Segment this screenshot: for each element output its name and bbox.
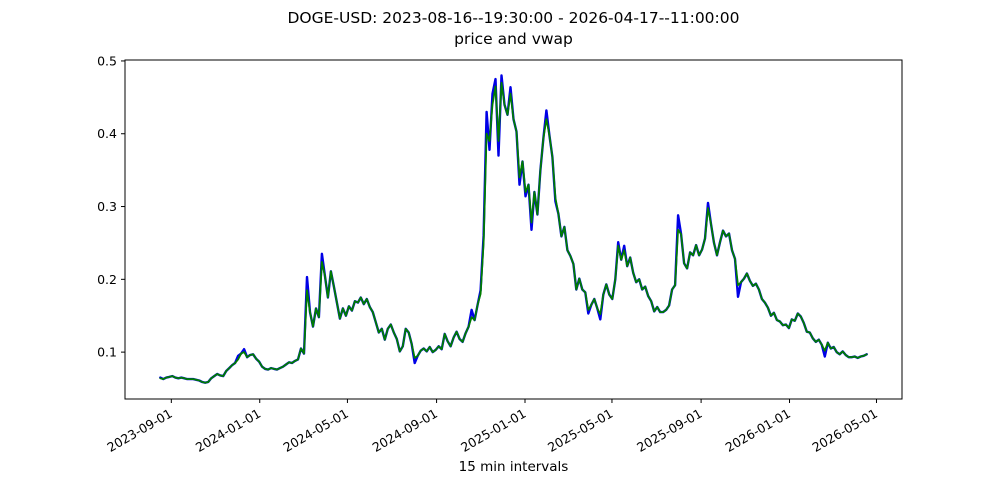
x-tick-label: 2026-01-01 xyxy=(723,406,793,455)
chart-subtitle: price and vwap xyxy=(454,30,573,48)
x-tick-label: 2024-01-01 xyxy=(193,406,263,455)
axes-frame xyxy=(124,59,903,400)
y-tick-label: 0.5 xyxy=(97,53,117,68)
y-tick-label: 0.1 xyxy=(97,345,117,360)
x-tick-label: 2026-05-01 xyxy=(810,406,880,455)
series-vwap xyxy=(159,81,868,384)
x-tick-label: 2025-01-01 xyxy=(458,406,528,455)
x-tick-label: 2024-09-01 xyxy=(370,406,440,455)
chart-title: DOGE-USD: 2023-08-16--19:30:00 - 2026-04… xyxy=(287,9,740,27)
y-tick-label: 0.4 xyxy=(97,126,117,141)
x-tick-label: 2023-09-01 xyxy=(104,406,174,455)
y-tick-label: 0.2 xyxy=(97,272,117,287)
x-tick-label: 2025-05-01 xyxy=(545,406,615,455)
x-axis-label: 15 min intervals xyxy=(458,459,569,475)
x-tick-label: 2024-05-01 xyxy=(281,406,351,455)
x-tick-label: 2025-09-01 xyxy=(634,406,704,455)
y-tick-label: 0.3 xyxy=(97,199,117,214)
